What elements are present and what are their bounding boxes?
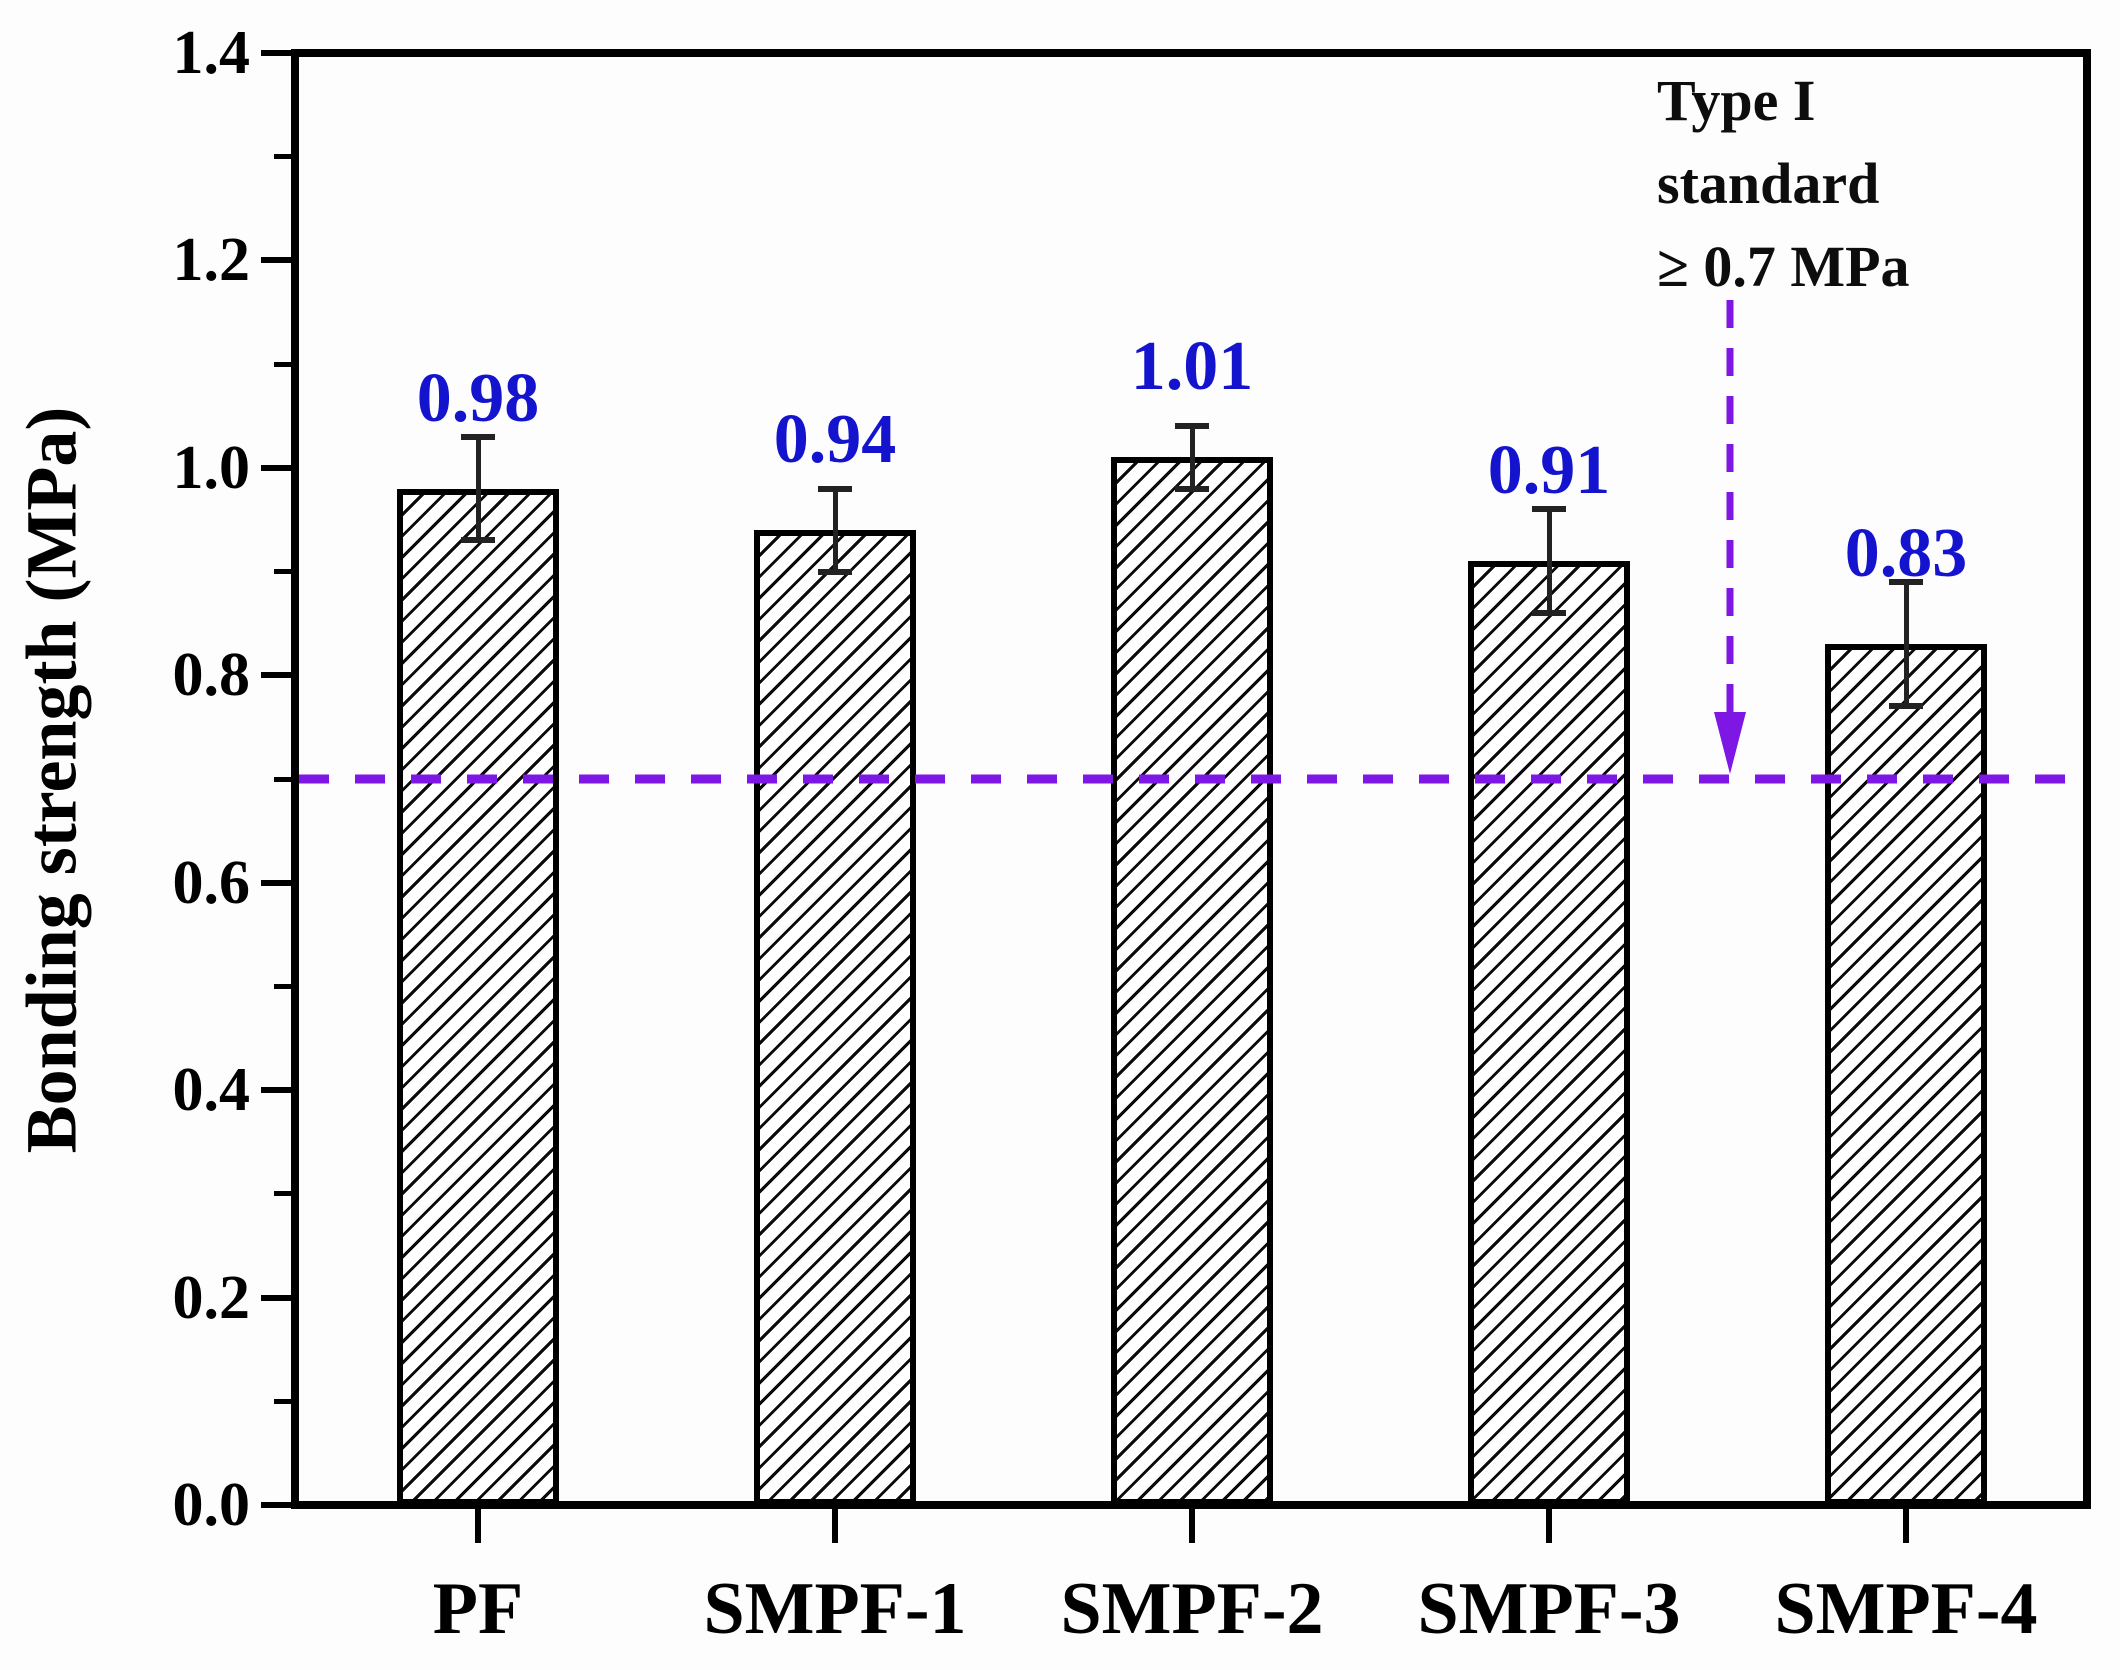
error-bar-bottom-cap [1532,610,1566,617]
y-tick-label: 0.4 [172,1056,251,1125]
y-major-tick [261,1087,291,1094]
y-major-tick [261,672,291,679]
y-minor-tick [274,776,291,782]
error-bar-top-cap [461,433,495,440]
error-bar-top-cap [1889,578,1923,585]
y-tick-label: 1.2 [172,226,251,295]
y-major-tick [261,464,291,471]
error-bar-bottom-cap [1175,485,1209,492]
y-major-tick [261,257,291,264]
x-tick [1189,1509,1195,1543]
bar [1468,561,1630,1505]
error-bar [833,488,838,572]
error-bar [1190,426,1195,489]
reference-annotation-line: standard [1657,151,1880,216]
x-category-label: SMPF-4 [1774,1568,2038,1650]
y-tick-label: 1.0 [172,433,251,502]
y-axis-title: Bonding strength (MPa) [11,406,92,1154]
y-tick-label: 0.6 [172,848,251,917]
error-bar-top-cap [1175,423,1209,430]
bar [754,530,916,1505]
error-bar-top-cap [1532,506,1566,513]
error-bar [476,436,481,541]
x-tick [1903,1509,1909,1543]
y-minor-tick [274,569,291,575]
x-category-label: PF [432,1568,524,1650]
y-tick-label: 1.4 [172,19,251,87]
x-tick [832,1509,838,1543]
y-minor-tick [274,361,291,367]
y-major-tick [261,879,291,886]
y-major-tick [261,50,291,56]
x-tick [475,1509,481,1543]
error-bar [1547,509,1552,614]
x-category-label: SMPF-3 [1417,1568,1681,1650]
error-bar-bottom-cap [818,568,852,575]
x-category-label: SMPF-2 [1060,1568,1324,1650]
bar-value-label: 0.91 [1487,432,1611,510]
bar [397,488,559,1505]
bar-value-label: 1.01 [1130,328,1254,406]
y-minor-tick [274,983,291,989]
bar [1825,644,1987,1505]
bar [1111,457,1273,1505]
y-major-tick [261,1294,291,1301]
reference-annotation-line: ≥ 0.7 MPa [1657,234,1910,299]
x-tick [1546,1509,1552,1543]
error-bar-bottom-cap [1889,703,1923,710]
error-bar-top-cap [818,485,852,492]
y-major-tick [261,1502,291,1508]
y-minor-tick [274,154,291,160]
reference-annotation-line: Type I [1657,68,1816,133]
y-minor-tick [274,1191,291,1197]
y-minor-tick [274,1398,291,1404]
x-category-label: SMPF-1 [703,1568,967,1650]
bar-value-label: 0.83 [1844,515,1968,593]
error-bar-bottom-cap [461,537,495,544]
error-bar [1904,581,1909,707]
y-tick-label: 0.8 [172,641,251,710]
bar-value-label: 0.94 [773,401,897,479]
bar-value-label: 0.98 [416,359,540,437]
y-tick-label: 0.0 [172,1471,251,1539]
plot-frame [291,49,2091,1509]
y-tick-label: 0.2 [172,1263,251,1332]
